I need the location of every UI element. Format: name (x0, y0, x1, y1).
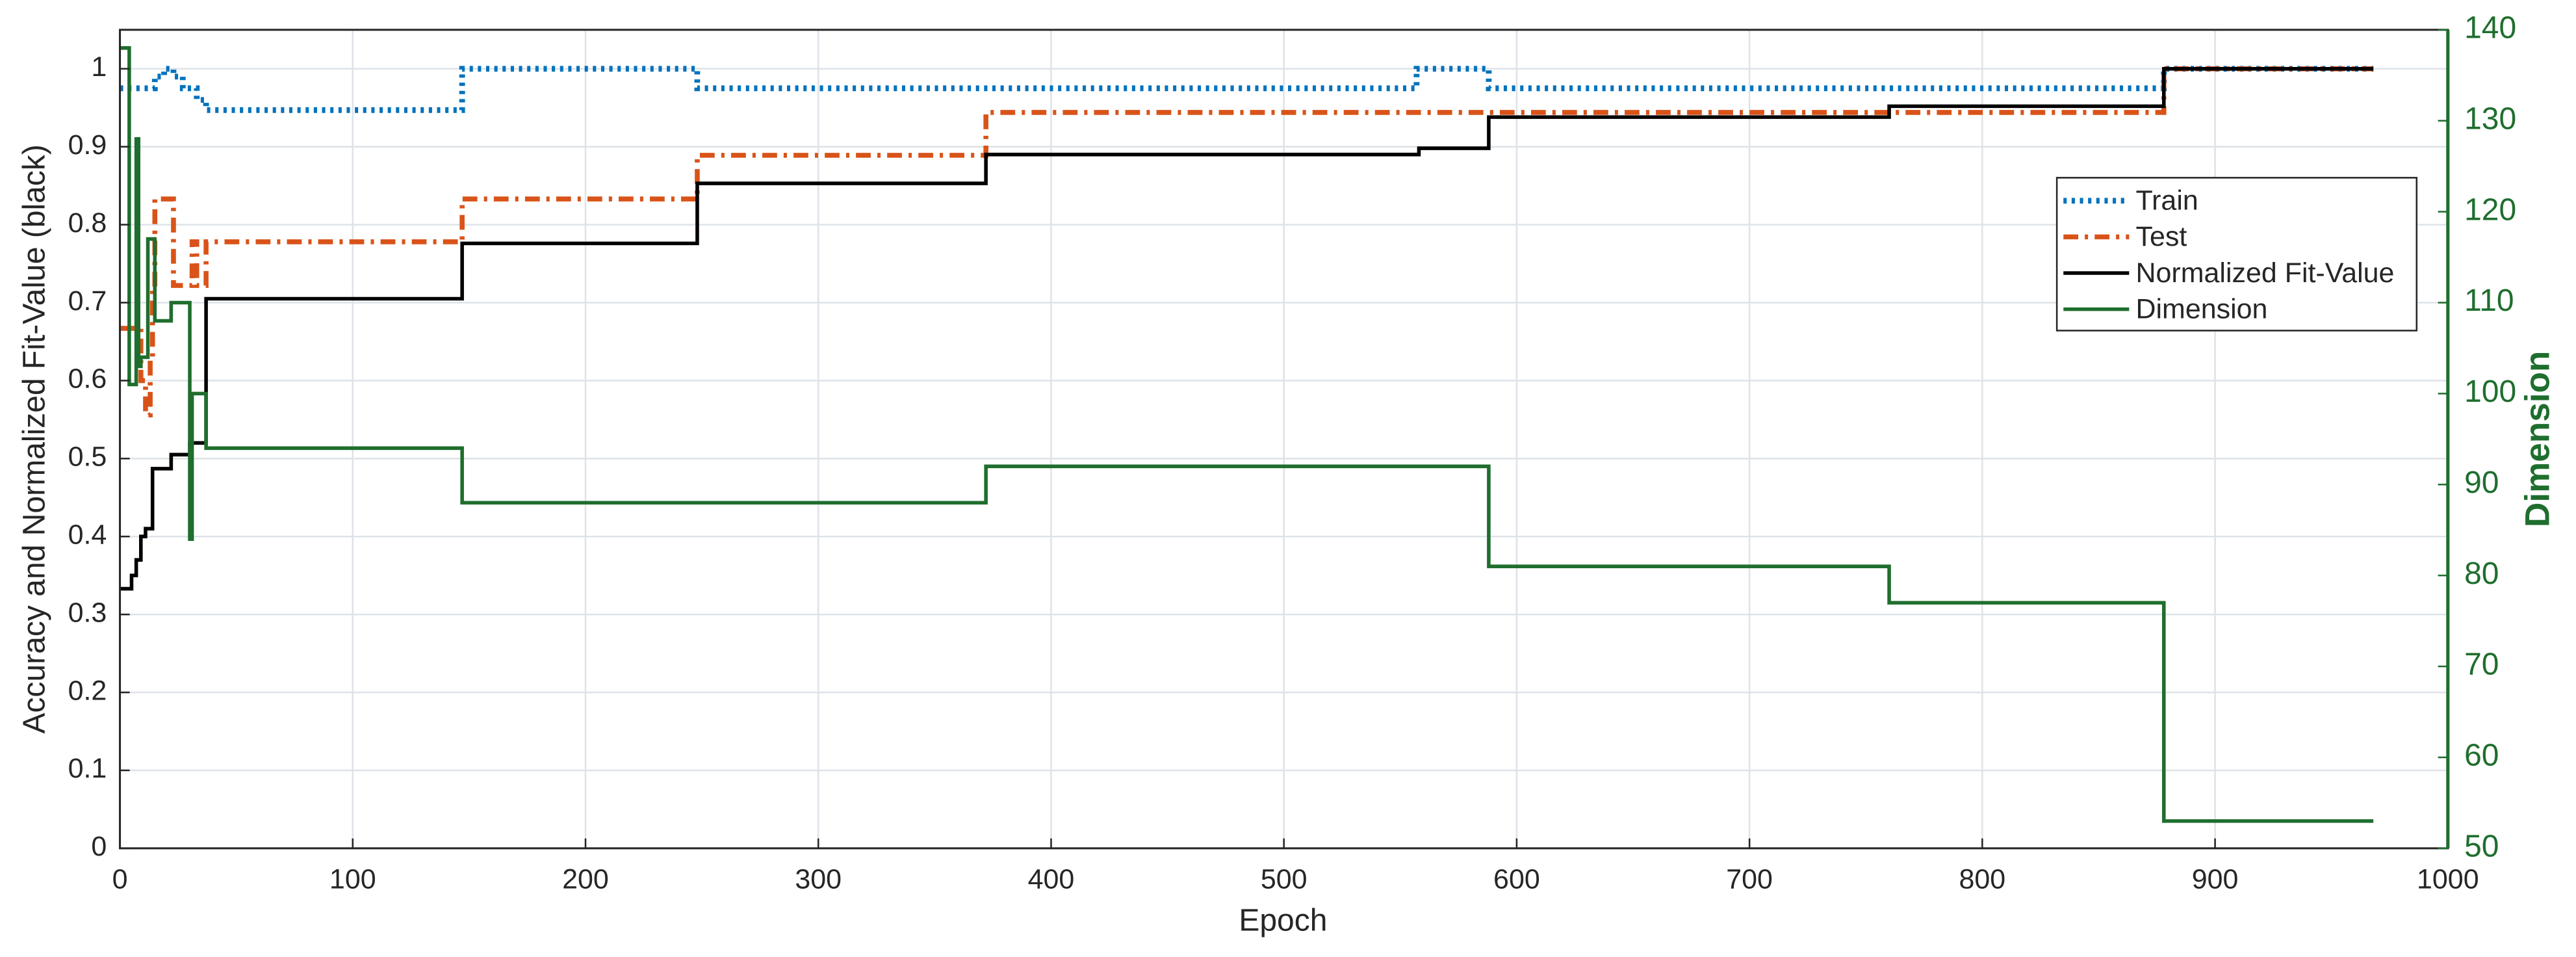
y2-tick-label: 120 (2464, 192, 2516, 227)
y2-tick-label: 130 (2464, 101, 2516, 136)
x-tick-label: 200 (562, 864, 609, 895)
legend-label: Dimension (2135, 293, 2267, 324)
y2-tick-label: 100 (2464, 374, 2516, 409)
series-line (120, 66, 2374, 417)
legend-label: Normalized Fit-Value (2135, 257, 2394, 289)
y-tick-label: 0.8 (68, 207, 107, 239)
y-tick-label: 0.6 (68, 363, 107, 395)
x-tick-label: 800 (1959, 864, 2006, 895)
x-tick-label: 700 (1726, 864, 1773, 895)
x-axis-label: Epoch (1239, 903, 1327, 937)
legend-label: Test (2135, 221, 2187, 252)
y-tick-label: 0 (91, 831, 107, 862)
y2-axis-label: Dimension (2518, 351, 2557, 527)
x-tick-label: 600 (1493, 864, 1540, 895)
series-line (120, 67, 2374, 591)
x-tick-label: 900 (2192, 864, 2239, 895)
y-tick-label: 0.4 (68, 519, 107, 551)
y-tick-label: 0.3 (68, 597, 107, 628)
y2-tick-label: 110 (2464, 283, 2514, 318)
x-tick-label: 500 (1261, 864, 1307, 895)
y-axis-label: Accuracy and Normalized Fit-Value (black… (17, 144, 51, 733)
plot-area (120, 46, 2374, 823)
y-tick-label: 1 (91, 51, 107, 83)
x-tick-label: 0 (112, 864, 128, 895)
legend: Train Test Normalized Fit-Value Dimension (2055, 177, 2418, 332)
series-line (120, 46, 2374, 823)
y2-tick-label: 140 (2464, 11, 2516, 46)
y2-tick-label: 70 (2464, 648, 2499, 682)
y-tick-label: 0.1 (68, 753, 107, 784)
x-tick-label: 1000 (2417, 864, 2479, 895)
x-tick-label: 300 (795, 864, 842, 895)
y2-tick-label: 80 (2464, 557, 2499, 591)
x-tick-label: 100 (329, 864, 376, 895)
x-tick-label: 400 (1028, 864, 1075, 895)
grid (119, 29, 2449, 850)
y-tick-label: 0.2 (68, 675, 107, 706)
y2-tick-label: 90 (2464, 465, 2499, 500)
legend-label: Train (2135, 185, 2198, 216)
y-tick-label: 0.5 (68, 441, 107, 473)
y-tick-label: 0.7 (68, 285, 107, 317)
series-line (120, 66, 2374, 113)
y-tick-label: 0.9 (68, 129, 107, 161)
y2-tick-label: 50 (2464, 830, 2499, 864)
legend-box (2055, 177, 2418, 332)
y2-tick-label: 60 (2464, 739, 2499, 773)
